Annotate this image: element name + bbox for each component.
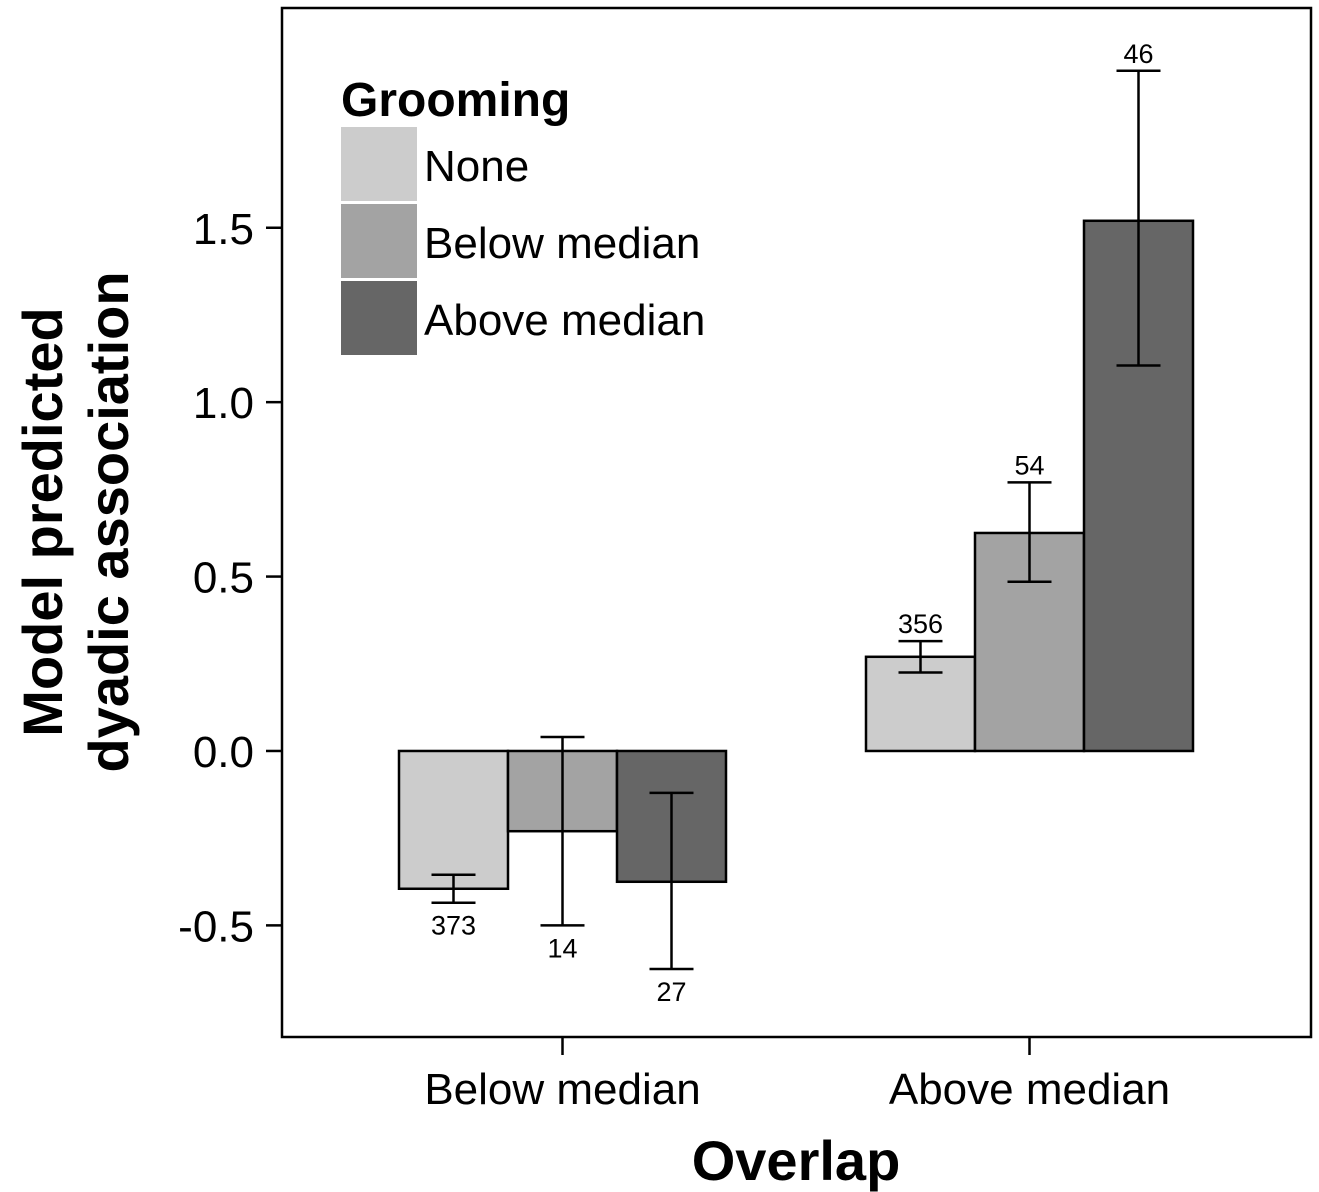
y-tick-label-4: 1.5 — [193, 205, 254, 254]
n-label-0-1: 356 — [898, 609, 943, 639]
legend-swatch-1 — [341, 204, 417, 278]
legend-label-1: Below median — [424, 219, 700, 268]
legend: Grooming None Below median Above median — [341, 74, 705, 355]
n-label-1-1: 54 — [1014, 450, 1044, 480]
legend-title: Grooming — [341, 74, 570, 127]
legend-swatch-2 — [341, 281, 417, 355]
y-axis-title-line-0: Model predicted — [11, 307, 74, 736]
y-tick-label-3: 1.0 — [193, 379, 254, 428]
n-label-0-0: 373 — [431, 911, 476, 941]
y-tick-label-1: 0.0 — [193, 728, 254, 777]
legend-label-0: None — [424, 142, 529, 191]
bar-0-0 — [397, 749, 510, 891]
n-label-1-0: 14 — [547, 933, 577, 963]
plot-area: 373 356 14 54 27 46 — [397, 39, 1195, 1007]
y-axis-title: Model predicted dyadic association — [11, 271, 140, 772]
plot-frame — [280, 6, 1313, 1039]
x-axis-title: Overlap — [692, 1129, 901, 1192]
y-tick-label-2: 0.5 — [193, 554, 254, 603]
legend-swatch-0 — [341, 127, 417, 201]
legend-label-2: Above median — [424, 296, 705, 345]
x-tick-label-0: Below median — [424, 1065, 700, 1114]
axes: -0.5 0.0 0.5 1.0 1.5 Below median Above median… — [11, 6, 1313, 1192]
n-label-2-0: 27 — [656, 977, 686, 1007]
n-label-2-1: 46 — [1123, 39, 1153, 69]
x-tick-label-1: Above median — [889, 1065, 1170, 1114]
y-tick-label-0: -0.5 — [178, 902, 254, 951]
y-axis-title-line-1: dyadic association — [77, 271, 140, 772]
